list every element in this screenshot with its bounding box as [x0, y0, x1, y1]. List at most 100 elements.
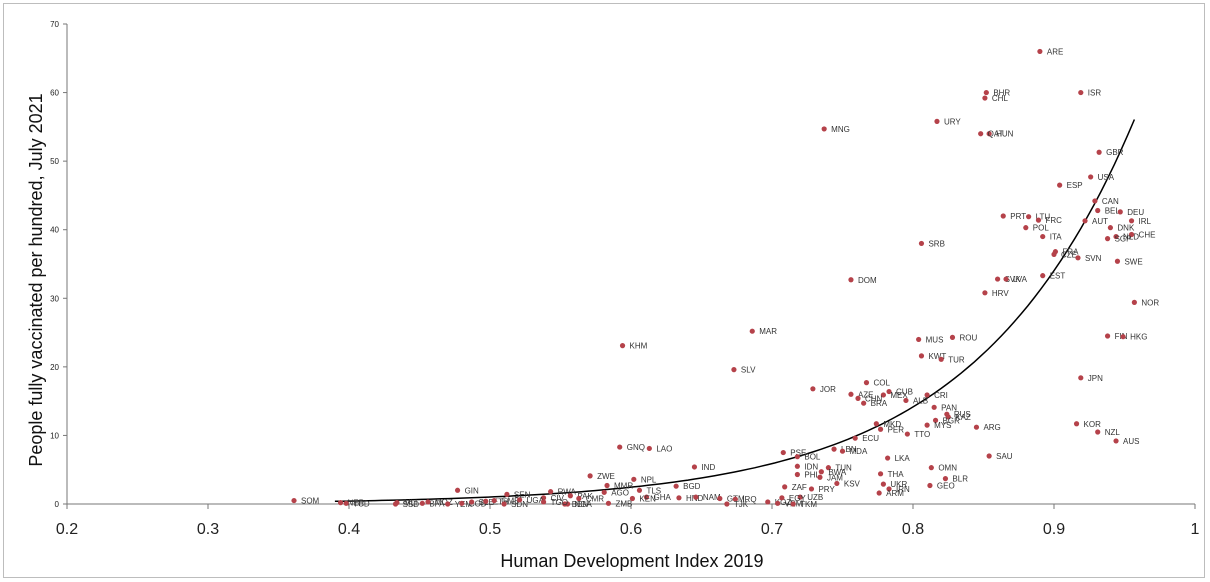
point-marker: [904, 431, 910, 437]
point-marker: [454, 487, 461, 493]
point-marker: [810, 386, 816, 392]
data-point: LKA: [885, 454, 910, 463]
data-point: NER: [337, 499, 365, 508]
point-marker: [848, 391, 854, 397]
point-marker: [445, 501, 451, 507]
data-point: ISR: [1078, 89, 1101, 98]
point-marker: [780, 449, 786, 456]
data-point: AZE: [848, 390, 874, 399]
data-point: ARE: [1037, 47, 1063, 56]
point-label: COD: [469, 499, 487, 508]
point-marker: [938, 356, 944, 362]
point-label: ITA: [1050, 233, 1063, 242]
data-point: PHL: [794, 471, 820, 480]
data-point: IDN: [794, 462, 818, 471]
point-label: ECU: [862, 434, 879, 443]
data-point: HRV: [982, 289, 1009, 298]
point-marker: [794, 454, 800, 460]
data-point: SDN: [501, 500, 528, 509]
data-point: CZE: [1051, 250, 1077, 259]
point-label: BGD: [683, 482, 701, 491]
data-point: HKG: [1120, 333, 1147, 342]
y-tick-label: 20: [50, 363, 59, 372]
point-marker: [1037, 48, 1043, 55]
point-marker: [982, 290, 988, 296]
point-label: JPN: [1088, 374, 1103, 383]
data-point: DNK: [1107, 224, 1135, 233]
point-marker: [636, 487, 643, 493]
point-marker: [855, 395, 861, 401]
point-marker: [1095, 207, 1101, 214]
point-marker: [903, 397, 909, 404]
x-tick-label: 0.3: [197, 521, 219, 538]
y-axis-title: People fully vaccinated per hundred, Jul…: [26, 93, 46, 466]
point-marker: [643, 494, 650, 500]
point-marker: [619, 343, 626, 349]
point-marker: [1114, 258, 1121, 264]
data-point: ITA: [1040, 233, 1062, 242]
point-label: IDN: [804, 462, 818, 471]
point-label: PRY: [818, 485, 835, 494]
y-tick-label: 50: [50, 157, 59, 166]
point-label: MKD: [883, 420, 901, 429]
point-marker: [1057, 182, 1063, 188]
point-label: EGY: [789, 494, 807, 503]
point-label: UKR: [890, 480, 907, 489]
point-label: TCD: [353, 499, 370, 508]
data-point: NGA: [564, 500, 593, 509]
point-label: IND: [701, 463, 715, 472]
point-marker: [517, 497, 523, 503]
point-marker: [724, 501, 730, 507]
point-marker: [1075, 255, 1081, 261]
point-label: AUT: [1092, 217, 1108, 226]
data-point: PSE: [780, 449, 806, 458]
point-marker: [1040, 273, 1046, 279]
data-point: TKM: [790, 500, 817, 509]
point-marker: [1092, 198, 1098, 204]
point-label: FRC: [1045, 216, 1062, 225]
point-marker: [676, 495, 682, 501]
point-marker: [425, 499, 431, 505]
data-point: BEL: [1095, 207, 1120, 216]
point-label: IRL: [1139, 217, 1152, 226]
point-label: AGO: [611, 488, 629, 497]
point-marker: [1023, 225, 1029, 231]
point-marker: [504, 491, 510, 497]
data-point: FRC: [1035, 216, 1062, 225]
data-point: URY: [934, 117, 961, 126]
data-point: BGD: [673, 482, 701, 491]
point-marker: [1096, 149, 1102, 155]
point-marker: [986, 453, 992, 459]
point-marker: [731, 367, 737, 373]
point-label: PHL: [804, 471, 820, 480]
data-point: PER: [877, 425, 904, 434]
point-marker: [775, 500, 781, 506]
data-point: CMR: [576, 495, 604, 504]
point-label: JOR: [820, 385, 836, 394]
point-label: BEN: [572, 500, 589, 509]
point-label: RUS: [954, 410, 971, 419]
point-label: LTU: [1036, 213, 1051, 222]
point-marker: [1117, 209, 1123, 215]
point-marker: [1088, 174, 1094, 180]
data-point: MOZ: [425, 498, 453, 507]
point-label: CUB: [896, 388, 913, 397]
point-label: PRT: [1010, 212, 1026, 221]
point-marker: [794, 471, 800, 478]
point-marker: [934, 118, 940, 124]
data-point: JOR: [810, 385, 836, 394]
point-marker: [848, 277, 854, 283]
point-label: MEX: [890, 391, 908, 400]
point-label: TTO: [914, 430, 930, 439]
data-point: PAN: [931, 403, 957, 412]
x-tick-label: 1: [1191, 521, 1200, 538]
data-point: MDA: [839, 447, 868, 456]
point-label: ALB: [913, 396, 928, 405]
data-point: MKD: [873, 420, 901, 429]
data-point: MMR: [604, 481, 633, 490]
data-point: ROU: [949, 333, 977, 342]
data-point: ETH: [483, 497, 509, 506]
point-label: ZMB: [615, 499, 632, 508]
point-label: GNQ: [627, 443, 645, 452]
